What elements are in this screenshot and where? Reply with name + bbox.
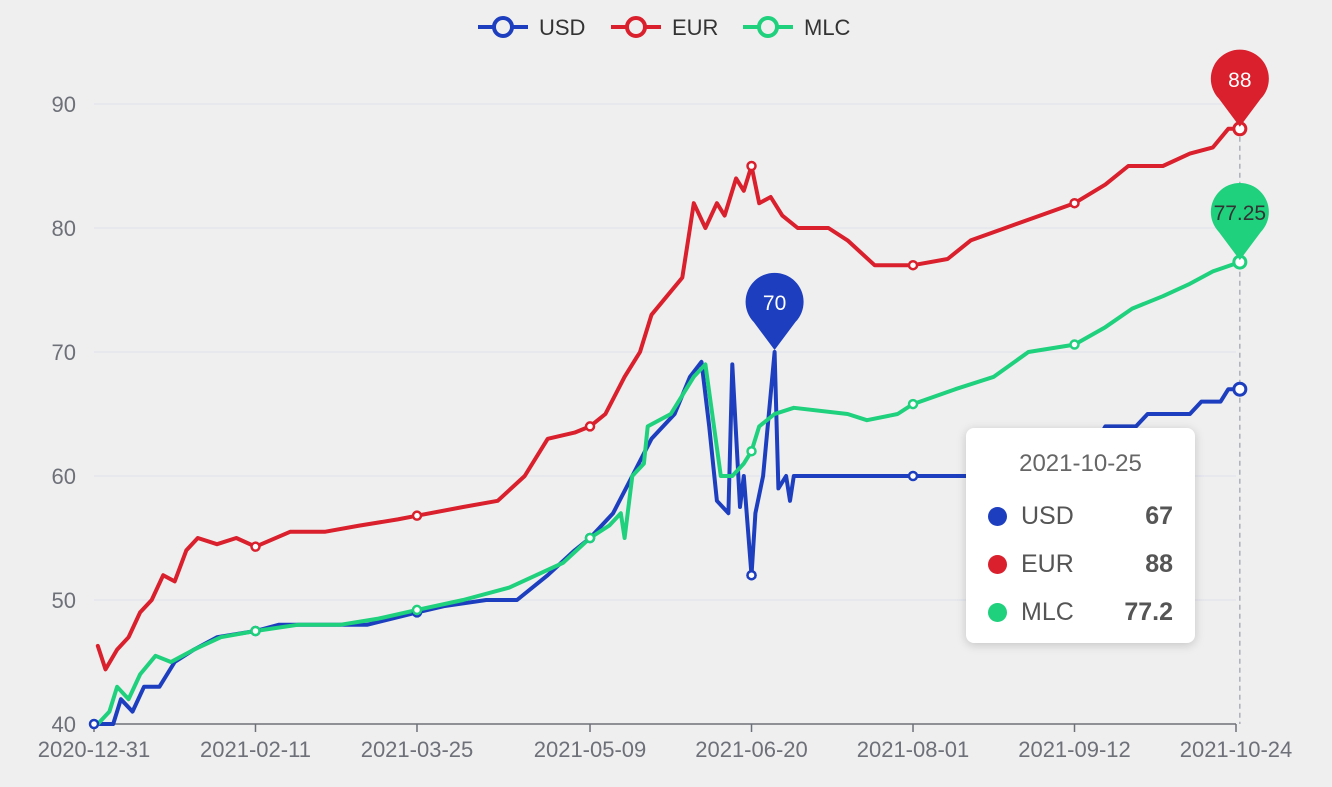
data-point-mlc [584,532,596,544]
data-point-mlc [746,445,757,457]
legend-label-usd: USD [539,15,585,40]
legend-symbol-eur [625,16,647,38]
marker-pin-usd [745,272,804,350]
y-tick-label: 60 [52,464,76,489]
marker-pin-eur [1210,49,1269,127]
tooltip-dot-eur [988,554,1007,574]
marker-label-eur: 88 [1228,69,1251,92]
y-tick-label: 80 [52,216,76,241]
data-point-mlc [250,625,261,637]
tooltip-dot-usd [988,506,1007,526]
y-tick-label: 40 [52,712,76,737]
data-point-eur [411,510,423,521]
data-point-mlc [907,398,919,410]
data-point-usd [746,569,757,581]
marker-pin-mlc [1210,182,1269,261]
series-line-mlc [95,260,1242,726]
data-point-eur [584,421,596,432]
tooltip-series-value: 88 [1145,549,1173,578]
legend-symbol-mlc [757,16,779,38]
data-point-eur [250,541,261,552]
tooltip-series-value: 67 [1145,501,1173,530]
x-tick-label: 2021-06-20 [695,737,808,762]
tooltip-row-mlc: MLC 77.2 [988,588,1173,636]
tooltip-series-name: USD [1021,501,1074,530]
series-line-eur [95,126,1242,672]
tooltip-row-eur: EUR 88 [988,540,1173,588]
data-point-usd [88,718,100,730]
legend-symbol-usd [492,16,514,38]
data-point-eur [907,259,919,271]
tooltip-dot-mlc [988,602,1007,622]
x-tick-label: 2021-03-25 [361,737,474,762]
tooltip-date: 2021-10-25 [1019,450,1142,477]
data-point-usd [1232,381,1248,397]
x-tick-label: 2021-05-09 [534,737,647,762]
x-tick-label: 2021-02-11 [200,737,311,762]
tooltip-series-name: MLC [1021,597,1074,626]
tooltip-series-name: EUR [1021,549,1074,578]
legend-label-eur: EUR [672,15,718,40]
x-tick-label: 2021-08-01 [857,737,970,762]
chart-tooltip: 2021-10-25 USD 67 EUR 88 MLC 77.2 [966,428,1195,643]
y-tick-label: 50 [52,588,76,613]
legend-label-mlc: MLC [804,15,851,40]
y-tick-label: 70 [52,340,76,365]
y-tick-label: 90 [52,92,76,117]
marker-label-mlc: 77.25 [1214,202,1267,225]
marker-label-usd: 70 [763,292,786,315]
data-point-eur [746,160,757,172]
data-point-eur [1069,197,1080,209]
tooltip-series-value: 77.2 [1124,597,1173,626]
data-point-mlc [411,604,423,616]
x-tick-label: 2020-12-31 [38,737,151,762]
data-point-usd [907,470,919,482]
tooltip-row-usd: USD 67 [988,492,1173,540]
x-tick-label: 2021-10-24 [1180,737,1293,762]
data-point-mlc [1069,339,1080,350]
x-tick-label: 2021-09-12 [1018,737,1131,762]
